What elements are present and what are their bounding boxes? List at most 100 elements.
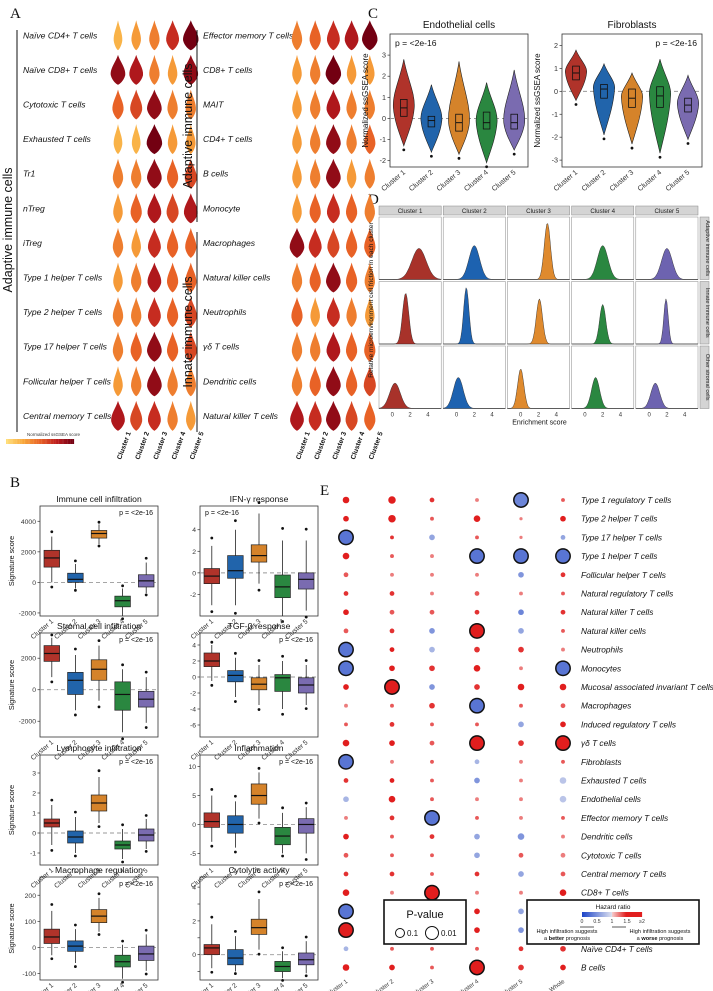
bubble-point xyxy=(560,572,566,578)
bubble-point xyxy=(559,777,567,784)
bubble-point xyxy=(560,535,566,540)
heatmap-violin-cell xyxy=(325,54,342,85)
heatmap-violin-cell xyxy=(364,400,376,431)
color-legend-swatch xyxy=(587,912,589,917)
ridge-column-strip xyxy=(571,205,635,216)
boxplot-box xyxy=(114,954,131,968)
boxplot-y-tick-label: 100 xyxy=(25,919,37,926)
bubble-point xyxy=(390,834,394,839)
boxplot-title: Macrophage regulation xyxy=(55,865,143,875)
heatmap-legend-swatch xyxy=(26,439,29,444)
boxplot-pvalue: p = <2e-16 xyxy=(279,881,313,888)
boxplot-outlier xyxy=(257,659,261,662)
boxplot-outlier xyxy=(144,593,148,597)
bubble-row-label: Induced regulatory T cells xyxy=(581,719,676,729)
bubble-point xyxy=(518,740,524,746)
bubble-point xyxy=(338,903,354,920)
bubble-point xyxy=(384,679,400,695)
ridge-x-tick-label: 2 xyxy=(473,413,477,419)
bubble-point xyxy=(559,683,567,691)
ridge-x-tick-label: 4 xyxy=(490,413,494,419)
color-legend-swatch xyxy=(638,912,640,917)
heatmap-violin-cell xyxy=(327,227,340,258)
ridge-x-tick-label: 4 xyxy=(619,413,623,419)
heatmap-cluster-label: Cluster 3 xyxy=(332,431,349,461)
bubble-point xyxy=(519,778,523,783)
boxplot-box xyxy=(43,549,60,568)
violin-inner-box xyxy=(427,115,436,128)
bubble-point xyxy=(343,591,349,596)
bubble-point xyxy=(389,665,395,672)
boxplot-outlier xyxy=(257,708,261,711)
heatmap-legend-swatch xyxy=(60,439,63,444)
boxplot-outlier xyxy=(121,823,124,827)
violin-frame xyxy=(389,33,529,168)
heatmap-row-label: Exhausted T cells xyxy=(23,134,92,144)
boxplot-outlier xyxy=(257,501,261,505)
boxplot-outlier xyxy=(304,858,308,861)
bubble-row-label: B cells xyxy=(581,963,605,973)
bubble-column-label: Whole xyxy=(549,979,567,991)
heatmap-cluster-label: Cluster 1 xyxy=(295,431,312,461)
bubble-point xyxy=(390,946,394,951)
bubble-point xyxy=(469,548,485,565)
bubble-point xyxy=(555,735,571,752)
boxplot-outlier xyxy=(281,854,284,858)
boxplot-outlier xyxy=(281,620,284,623)
color-legend-swatch xyxy=(586,912,588,917)
violin-x-tick-label: Cluster 2 xyxy=(407,168,435,193)
boxplot-pvalue: p = <2e-16 xyxy=(279,637,313,644)
boxplot-x-tick-label: Cluster 1 xyxy=(30,982,56,991)
bubble-point xyxy=(338,922,354,939)
heatmap-row-label: Naïve CD4+ T cells xyxy=(23,30,98,40)
heatmap-row-label: nTreg xyxy=(23,203,45,213)
heatmap-violin-cell xyxy=(147,262,162,293)
boxplot-outlier xyxy=(74,647,77,651)
boxplot-box xyxy=(298,818,315,834)
boxplot-outlier xyxy=(50,585,54,589)
bubble-point xyxy=(429,834,435,839)
heatmap-legend-swatch xyxy=(57,439,59,444)
boxplot-outlier xyxy=(304,707,308,710)
boxplot-outlier xyxy=(234,700,237,703)
color-legend-swatch xyxy=(605,912,607,917)
heatmap-violin-cell xyxy=(166,193,179,224)
violin-shape xyxy=(649,59,671,154)
ridge-row-label: Innate immune cells xyxy=(704,288,710,338)
boxplot-box xyxy=(90,659,108,681)
boxplot-outlier xyxy=(121,980,124,984)
bubble-point xyxy=(560,515,566,522)
panel-d-ridges: Relative microenvironment cell friction … xyxy=(368,205,710,427)
boxplot-outlier xyxy=(97,639,101,643)
color-legend-swatch xyxy=(585,912,587,917)
boxplot-title: Lymphocyte infiltration xyxy=(56,743,141,753)
bubble-point xyxy=(474,908,480,915)
bubble-point xyxy=(430,591,434,596)
heatmap-violin-cell xyxy=(183,193,198,224)
boxplot-x-tick-label: Cluster 1 xyxy=(190,739,216,762)
boxplot-outlier xyxy=(121,663,124,667)
color-legend-swatch xyxy=(591,912,593,917)
boxplot-outlier xyxy=(210,788,214,791)
bubble-point xyxy=(474,609,480,615)
heatmap-legend-swatch xyxy=(41,439,44,444)
bubble-point xyxy=(389,591,395,596)
heatmap-violin-cell xyxy=(310,124,321,155)
color-legend-swatch xyxy=(600,912,602,917)
violin-y-tick-label: 0 xyxy=(382,114,386,123)
color-legend-swatch xyxy=(609,912,611,917)
color-legend-swatch xyxy=(607,912,609,917)
bubble-point xyxy=(430,759,434,764)
bubble-point xyxy=(429,646,435,653)
panel-c-violins: Endothelial cells p = <2e-16 -2 -1 0 1 2 3 Norma… xyxy=(361,20,703,193)
boxplot-y-tick-label: 2000 xyxy=(21,656,36,663)
boxplot-y-tick-label: -2 xyxy=(190,592,196,599)
violin-outlier xyxy=(430,154,433,158)
ridge-y-axis-label: Relative microenvironment cell friction … xyxy=(368,222,375,378)
bubble-point xyxy=(343,946,349,952)
bubble-row-label: Central memory T cells xyxy=(581,869,666,879)
color-legend-swatch xyxy=(622,912,624,917)
color-legend-swatch xyxy=(617,912,619,917)
ridge-column-label: Cluster 4 xyxy=(590,208,615,215)
bubble-point xyxy=(342,739,350,747)
